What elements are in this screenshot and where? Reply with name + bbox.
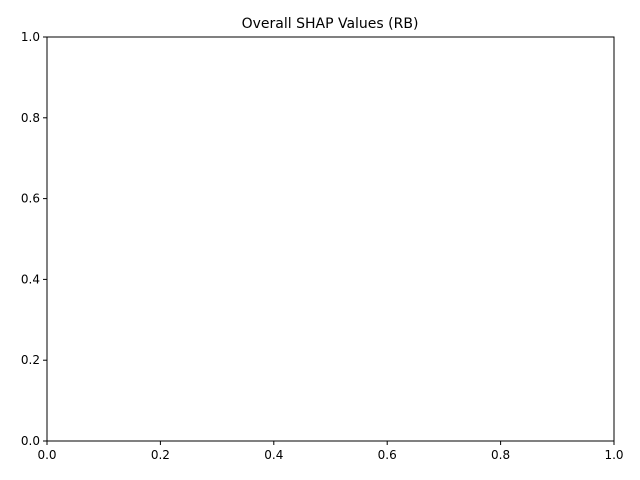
x-tick-label: 0.8 [491, 448, 510, 462]
x-tick-label: 0.0 [37, 448, 56, 462]
y-tick-label: 1.0 [21, 30, 40, 44]
y-tick-label: 0.2 [21, 353, 40, 367]
y-tick-label: 0.6 [21, 192, 40, 206]
x-axis: 0.0 0.2 0.4 0.6 0.8 1.0 [37, 441, 624, 462]
y-tick-label: 0.4 [21, 272, 40, 286]
x-tick-label: 0.2 [151, 448, 170, 462]
chart-title: Overall SHAP Values (RB) [242, 16, 419, 32]
y-tick-label: 0.8 [21, 111, 40, 125]
x-tick-label: 0.4 [264, 448, 283, 462]
plot-area-frame [46, 36, 615, 442]
x-tick-label: 0.6 [378, 448, 397, 462]
y-tick-label: 0.0 [21, 434, 40, 448]
y-axis: 0.0 0.2 0.4 0.6 0.8 1.0 [21, 30, 47, 448]
x-tick-label: 1.0 [604, 448, 623, 462]
